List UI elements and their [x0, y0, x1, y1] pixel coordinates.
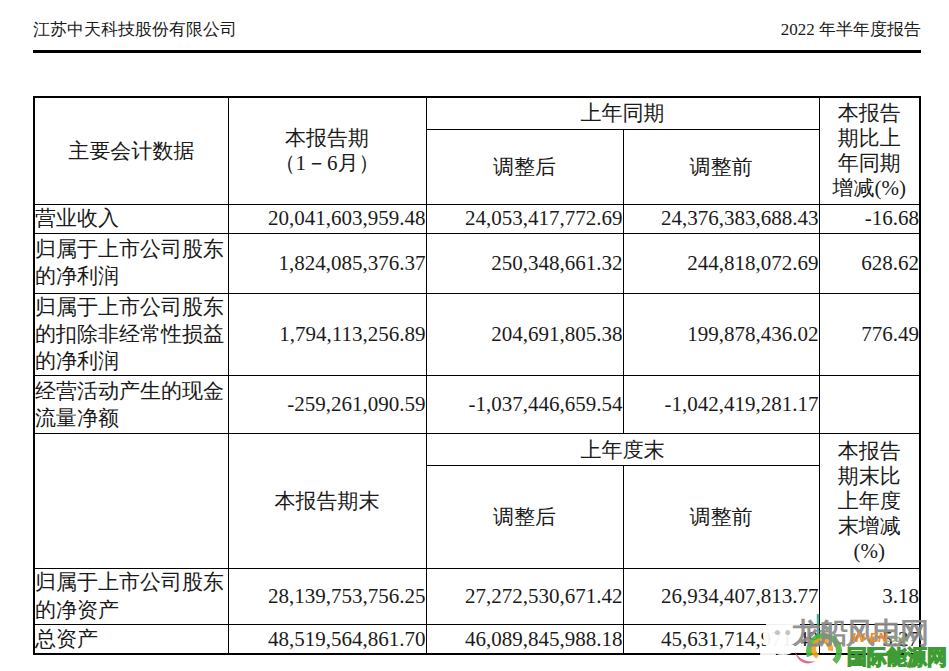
table-row: 归属于上市公司股东的扣除非经常性损益的净利润 1,794,113,256.89 …: [34, 293, 920, 376]
header-prior-yearend-group: 上年度末: [426, 434, 819, 466]
cell-before: 24,376,383,688.43: [623, 204, 819, 233]
header-adjusted-after-yearend: 调整后: [426, 466, 623, 569]
cell-current: 1,824,085,376.37: [228, 233, 426, 293]
cell-before: 199,878,436.02: [623, 293, 819, 376]
table-row: 经营活动产生的现金流量净额 -259,261,090.59 -1,037,446…: [34, 376, 920, 434]
table-row: 归属于上市公司股东的净利润 1,824,085,376.37 250,348,6…: [34, 233, 920, 293]
cell-before: -1,042,419,281.17: [623, 376, 819, 434]
running-header: 江苏中天科技股份有限公司 2022 年半年度报告: [33, 18, 921, 53]
company-name: 江苏中天科技股份有限公司: [33, 18, 237, 41]
report-page: 江苏中天科技股份有限公司 2022 年半年度报告 主要会计数据 本报告期 （1－…: [0, 0, 949, 671]
logo-text-suffix: .com: [887, 634, 908, 644]
cell-after: -1,037,446,659.54: [426, 376, 623, 434]
watermark-logo-text: IN-EN.com: [852, 631, 908, 644]
cell-change: -16.68: [819, 204, 920, 233]
cell-before: 244,818,072.69: [623, 233, 819, 293]
header-empty-cell: [34, 434, 228, 569]
watermark-site-name-secondary: 国际能源网: [847, 644, 947, 671]
cell-after: 250,348,661.32: [426, 233, 623, 293]
key-accounting-data-table: 主要会计数据 本报告期 （1－6月） 上年同期 本报告 期比上 年同期 增减(%…: [33, 96, 921, 655]
cell-change: 776.49: [819, 293, 920, 376]
cell-current: 1,794,113,256.89: [228, 293, 426, 376]
report-title: 2022 年半年度报告: [781, 18, 921, 41]
cell-change: [819, 376, 920, 434]
header-prior-period-group: 上年同期: [426, 97, 819, 129]
cell-after: 204,691,805.38: [426, 293, 623, 376]
logo-text-primary: IN-EN: [852, 630, 887, 645]
header-period-change: 本报告 期比上 年同期 增减(%): [819, 97, 920, 204]
header-adjusted-after: 调整后: [426, 129, 623, 204]
row-label: 总资产: [34, 624, 228, 654]
row-label: 归属于上市公司股东的扣除非经常性损益的净利润: [34, 293, 228, 376]
header-current-period-end: 本报告期末: [228, 434, 426, 569]
cell-change: 628.62: [819, 233, 920, 293]
cell-after: 24,053,417,772.69: [426, 204, 623, 233]
row-label: 归属于上市公司股东的净利润: [34, 233, 228, 293]
header-yearend-change: 本报告 期末比 上年度 末增减 (%): [819, 434, 920, 569]
row-label: 归属于上市公司股东的净资产: [34, 569, 228, 625]
header-main-label: 主要会计数据: [34, 97, 228, 204]
header-adjusted-before-yearend: 调整前: [623, 466, 819, 569]
cell-current: -259,261,090.59: [228, 376, 426, 434]
header-adjusted-before: 调整前: [623, 129, 819, 204]
table-row: 营业收入 20,041,603,959.48 24,053,417,772.69…: [34, 204, 920, 233]
cell-after: 27,272,530,671.42: [426, 569, 623, 625]
cell-current: 28,139,753,756.25: [228, 569, 426, 625]
cell-current: 48,519,564,861.70: [228, 624, 426, 654]
row-label: 营业收入: [34, 204, 228, 233]
header-current-period: 本报告期 （1－6月）: [228, 97, 426, 204]
row-label: 经营活动产生的现金流量净额: [34, 376, 228, 434]
cell-current: 20,041,603,959.48: [228, 204, 426, 233]
cell-after: 46,089,845,988.18: [426, 624, 623, 654]
